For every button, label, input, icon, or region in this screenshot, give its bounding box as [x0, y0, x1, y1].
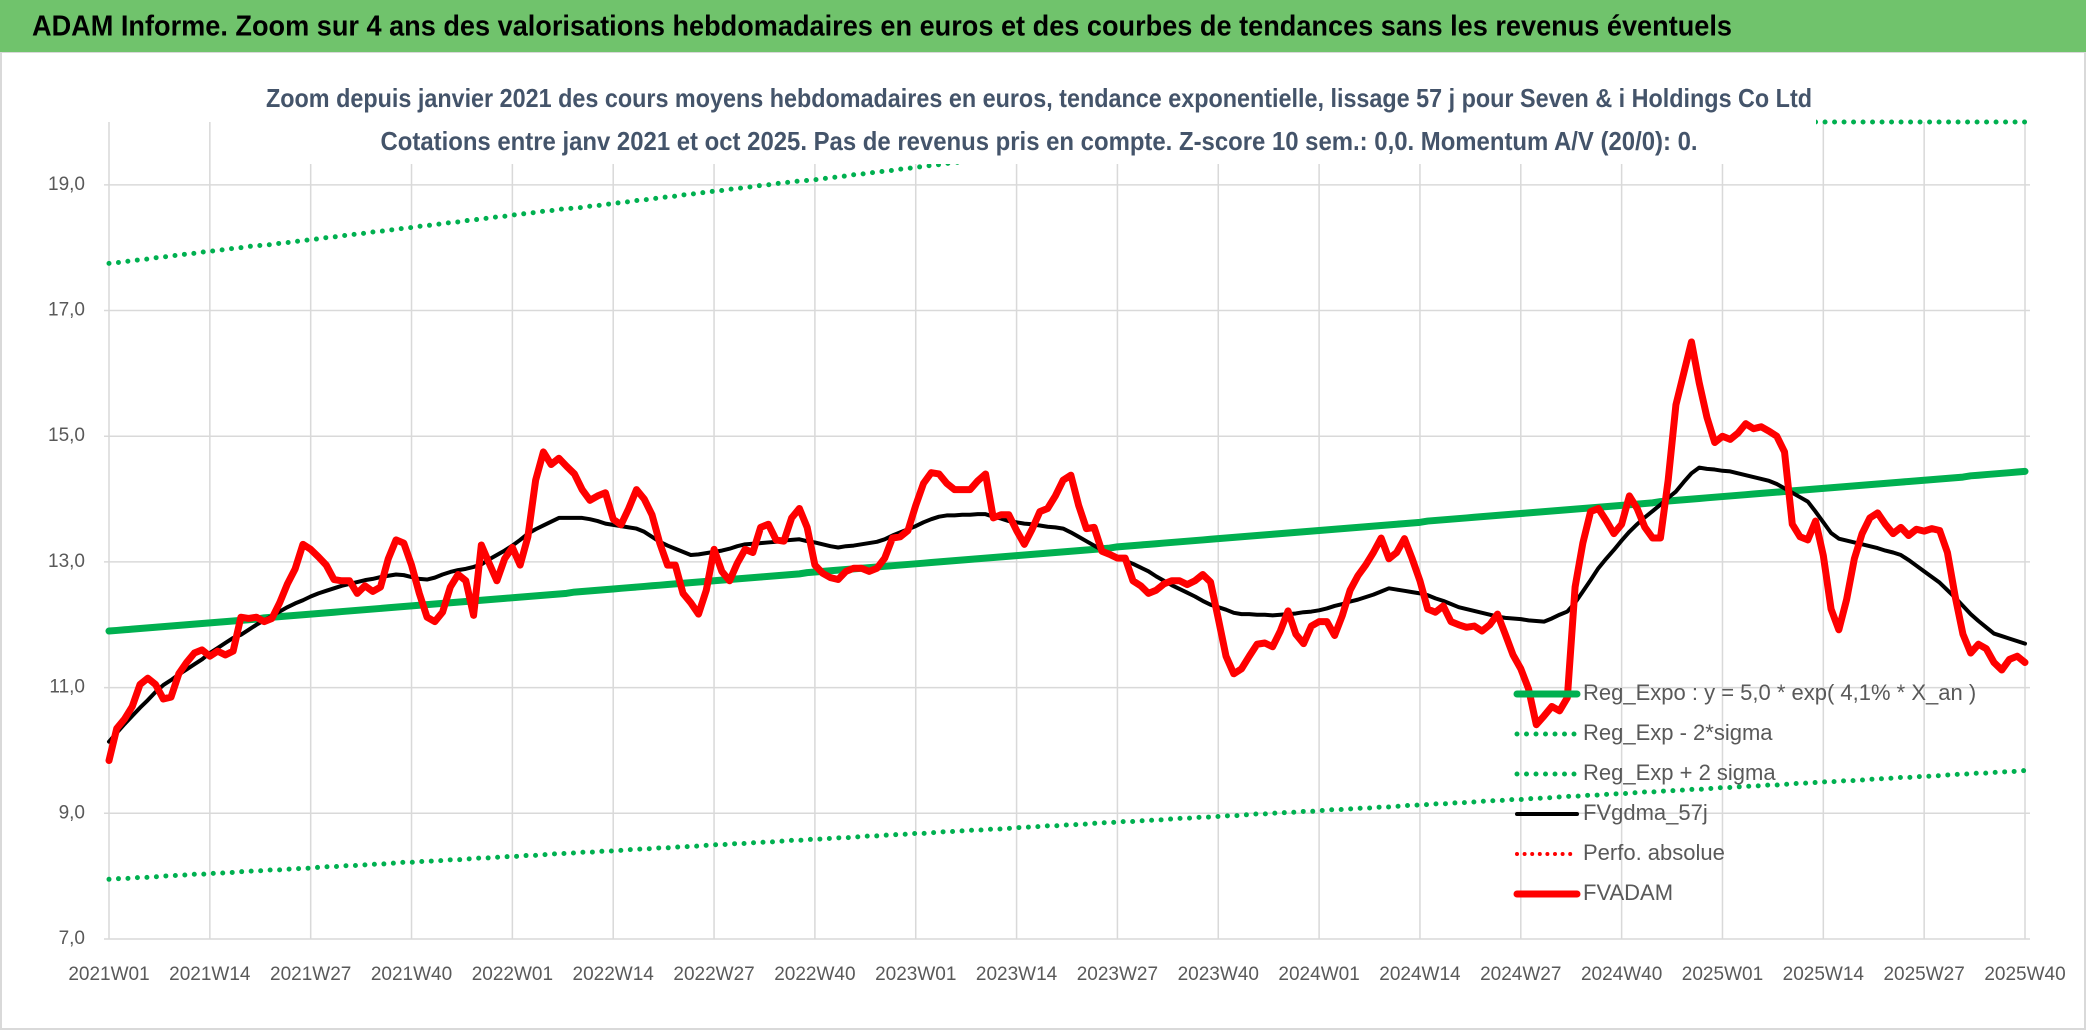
x-tick-label: 2024W14 [1379, 964, 1461, 985]
legend-label: FVgdma_57j [1583, 800, 1708, 825]
title-bar [0, 0, 2086, 52]
y-tick-label: 17,0 [48, 300, 85, 321]
x-tick-label: 2022W14 [573, 964, 655, 985]
grid [104, 122, 2030, 940]
series-line [107, 465, 2027, 744]
legend-label: Reg_Exp - 2*sigma [1583, 720, 1773, 745]
x-tick-label: 2025W40 [1984, 964, 2065, 985]
x-tick-label: 2024W27 [1480, 964, 1561, 985]
x-tick-label: 2023W27 [1077, 964, 1158, 985]
y-tick-label: 9,0 [59, 802, 85, 823]
y-tick-label: 11,0 [49, 677, 85, 698]
x-tick-label: 2024W01 [1278, 964, 1359, 985]
x-tick-label: 2021W14 [169, 964, 251, 985]
chart-subtitle: Cotations entre janv 2021 et oct 2025. P… [381, 126, 1698, 156]
y-tick-label: 15,0 [48, 425, 85, 446]
x-tick-label: 2022W40 [774, 964, 855, 985]
series-line [106, 768, 2028, 882]
x-tick-label: 2025W14 [1783, 964, 1865, 985]
x-tick-label: 2021W01 [68, 964, 149, 985]
x-tick-label: 2023W40 [1178, 964, 1259, 985]
x-tick-label: 2023W01 [875, 964, 956, 985]
x-tick-label: 2021W40 [371, 964, 452, 985]
legend-label: FVADAM [1583, 880, 1673, 905]
axes: 7,0 9,0 11,0 13,0 15,0 17,0 19,0 2021W01 2021W14… [48, 174, 2066, 985]
legend-label: Perfo. absolue [1583, 840, 1725, 865]
x-tick-label: 2025W27 [1883, 964, 1964, 985]
x-tick-label: 2023W14 [976, 964, 1058, 985]
x-tick-label: 2021W27 [270, 964, 351, 985]
y-tick-label: 7,0 [59, 928, 85, 949]
page-title: ADAM Informe. Zoom sur 4 ans des valoris… [32, 11, 1732, 43]
subtitle-background [262, 76, 1816, 164]
x-tick-label: 2024W40 [1581, 964, 1662, 985]
x-tick-label: 2022W27 [673, 964, 754, 985]
y-tick-label: 19,0 [48, 174, 85, 195]
x-tick-label: 2022W01 [472, 964, 553, 985]
legend-label: Reg_Exp + 2 sigma [1583, 760, 1776, 785]
legend-label: Reg_Expo : y = 5,0 * exp( 4,1% * X_an ) [1583, 680, 1976, 705]
series-line [105, 467, 2029, 635]
y-tick-label: 13,0 [48, 551, 85, 572]
x-tick-label: 2025W01 [1682, 964, 1763, 985]
series-line [105, 338, 2029, 765]
chart-subtitle: Zoom depuis janvier 2021 des cours moyen… [266, 83, 1812, 113]
legend: Reg_Expo : y = 5,0 * exp( 4,1% * X_an ) R… [1513, 680, 1976, 905]
